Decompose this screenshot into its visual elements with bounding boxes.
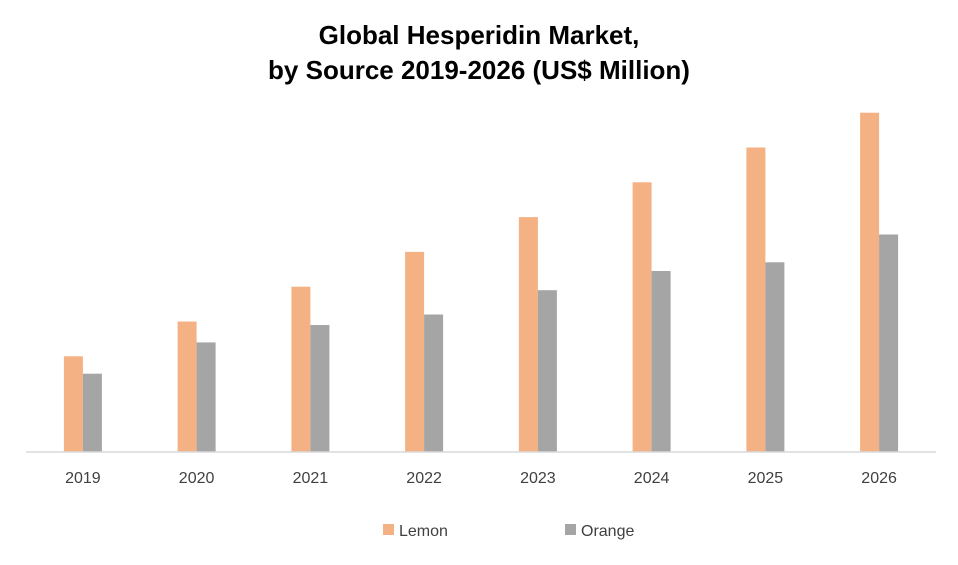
x-tick-label-2019: 2019 — [65, 470, 101, 487]
bar-orange-2026 — [879, 234, 899, 452]
bar-orange-2021 — [310, 325, 330, 452]
bar-lemon-2026 — [860, 112, 880, 452]
legend-label-orange: Orange — [581, 523, 634, 540]
bar-lemon-2019 — [63, 356, 83, 452]
bar-orange-2025 — [765, 262, 785, 452]
x-tick-labels: 2019 2020 2021 2022 2023 2024 2025 2026 — [65, 470, 897, 487]
bar-orange-2024 — [651, 271, 671, 452]
x-tick-label-2021: 2021 — [293, 470, 329, 487]
legend: Lemon Orange — [383, 523, 634, 540]
legend-swatch-lemon — [383, 524, 394, 535]
x-tick-label-2022: 2022 — [406, 470, 442, 487]
legend-swatch-orange — [565, 524, 576, 535]
bar-orange-2023 — [537, 290, 557, 452]
bar-lemon-2021 — [291, 286, 311, 452]
bar-orange-2019 — [82, 373, 102, 452]
x-tick-label-2026: 2026 — [861, 470, 897, 487]
bar-lemon-2022 — [405, 251, 425, 452]
x-tick-label-2024: 2024 — [634, 470, 670, 487]
bar-orange-2020 — [196, 342, 216, 452]
bars-layer — [63, 112, 899, 453]
bar-lemon-2020 — [177, 321, 197, 452]
x-tick-label-2020: 2020 — [179, 470, 215, 487]
bar-lemon-2023 — [518, 217, 538, 452]
bar-orange-2022 — [424, 314, 444, 452]
legend-label-lemon: Lemon — [399, 523, 448, 540]
bar-lemon-2024 — [632, 182, 652, 453]
x-tick-label-2023: 2023 — [520, 470, 556, 487]
chart-title-line-2: by Source 2019-2026 (US$ Million) — [268, 55, 690, 85]
chart-title-line-1: Global Hesperidin Market, — [319, 20, 640, 50]
x-tick-label-2025: 2025 — [748, 470, 784, 487]
bar-lemon-2025 — [746, 147, 766, 452]
